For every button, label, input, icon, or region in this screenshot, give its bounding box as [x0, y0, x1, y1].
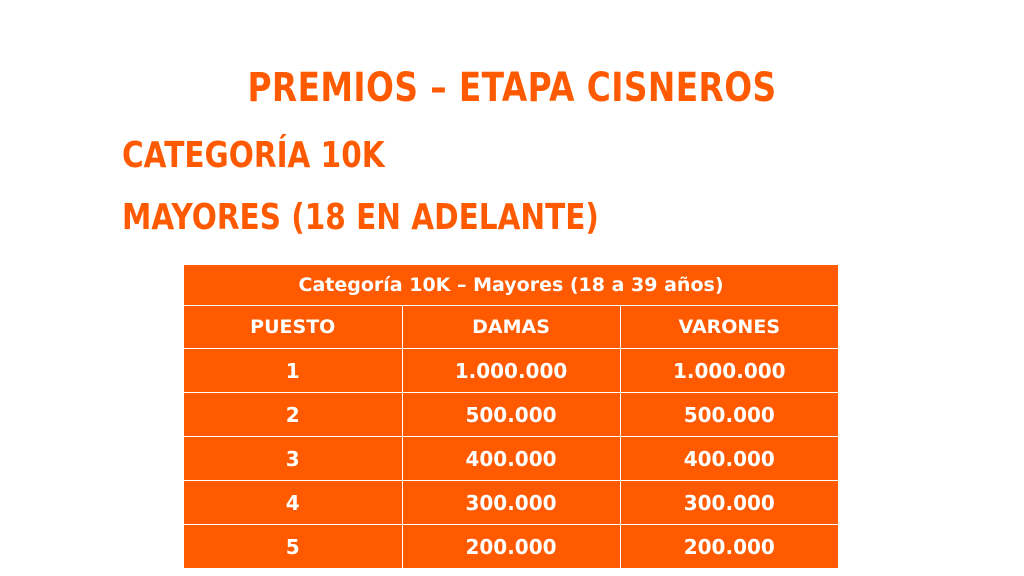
- page-title: PREMIOS – ETAPA CISNEROS: [247, 65, 777, 111]
- table-row: 5 200.000 200.000: [184, 524, 839, 568]
- table-row: 1 1.000.000 1.000.000: [184, 348, 839, 393]
- damas-prize-cell: 200.000: [401, 524, 621, 568]
- damas-prize-cell: 300.000: [401, 480, 621, 525]
- varones-prize-cell: 1.000.000: [619, 348, 839, 393]
- position-cell: 1: [184, 348, 403, 393]
- prize-table-container: Categoría 10K – Mayores (18 a 39 años) P…: [184, 265, 839, 568]
- table-row: 2 500.000 500.000: [184, 392, 839, 437]
- table-caption: Categoría 10K – Mayores (18 a 39 años): [184, 265, 839, 306]
- category-heading: CATEGORÍA 10K: [122, 135, 385, 176]
- position-cell: 5: [184, 524, 403, 568]
- varones-prize-cell: 300.000: [619, 480, 839, 525]
- position-cell: 2: [184, 392, 403, 437]
- column-header-puesto: PUESTO: [184, 305, 403, 349]
- varones-prize-cell: 400.000: [619, 436, 839, 481]
- table-row: 3 400.000 400.000: [184, 436, 839, 481]
- damas-prize-cell: 400.000: [401, 436, 621, 481]
- damas-prize-cell: 1.000.000: [401, 348, 621, 393]
- table-header-row: PUESTO DAMAS VARONES: [184, 305, 839, 349]
- varones-prize-cell: 200.000: [619, 524, 839, 568]
- varones-prize-cell: 500.000: [619, 392, 839, 437]
- damas-prize-cell: 500.000: [401, 392, 621, 437]
- prize-table: Categoría 10K – Mayores (18 a 39 años) P…: [184, 265, 839, 568]
- position-cell: 3: [184, 436, 403, 481]
- age-group-heading: MAYORES (18 EN ADELANTE): [122, 197, 599, 238]
- position-cell: 4: [184, 480, 403, 525]
- table-row: 4 300.000 300.000: [184, 480, 839, 525]
- column-header-damas: DAMAS: [401, 305, 621, 349]
- column-header-varones: VARONES: [619, 305, 839, 349]
- table-caption-row: Categoría 10K – Mayores (18 a 39 años): [184, 265, 839, 306]
